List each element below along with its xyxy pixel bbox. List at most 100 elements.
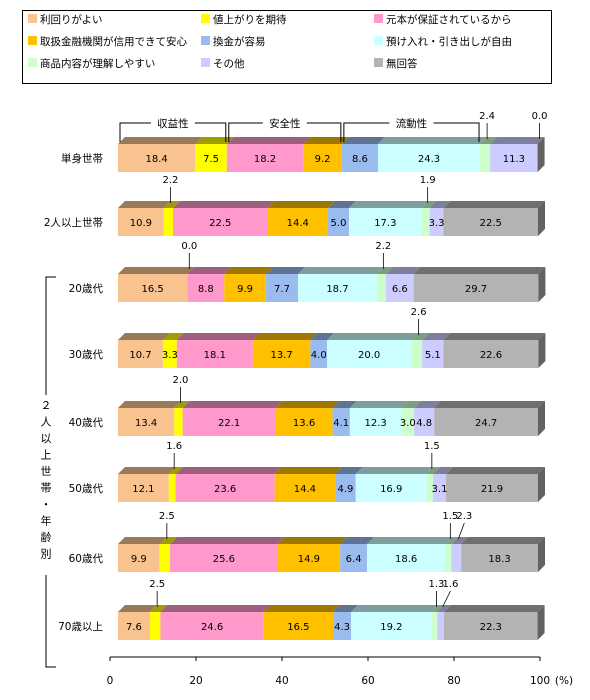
bar-segment-top xyxy=(265,267,306,274)
data-label: 1.5 xyxy=(424,441,440,452)
bar-segment xyxy=(351,612,432,640)
leader-line xyxy=(457,522,465,540)
data-label: 1.6 xyxy=(166,441,182,452)
bar-segment xyxy=(349,408,402,436)
bar-segment-top xyxy=(451,537,469,544)
bar-segment xyxy=(429,208,444,236)
category-label: 70歳以上 xyxy=(58,621,103,633)
category-label: 単身世帯 xyxy=(61,152,103,165)
x-axis-unit: (%) xyxy=(555,675,573,687)
data-label: 22.5 xyxy=(209,218,231,229)
bar-side xyxy=(538,537,545,572)
data-label: 7.6 xyxy=(126,622,142,633)
data-label: 22.6 xyxy=(480,350,502,361)
bar-segment-top xyxy=(340,537,375,544)
bar-segment-top xyxy=(434,401,545,408)
bar-side xyxy=(538,333,546,368)
data-label: 22.5 xyxy=(480,218,502,229)
bar-segment-top xyxy=(351,605,439,612)
data-label: 23.6 xyxy=(214,484,236,495)
bar-side xyxy=(538,467,545,502)
bar-segment xyxy=(168,474,176,502)
data-label: 17.3 xyxy=(374,218,396,229)
bar-segment xyxy=(422,340,444,368)
bar-segment xyxy=(267,208,328,236)
bar-segment xyxy=(176,340,253,368)
legend-label: 無回答 xyxy=(386,57,418,70)
legend-label: その他 xyxy=(213,57,245,70)
bar-segment xyxy=(298,274,377,302)
data-label: 22.1 xyxy=(218,418,240,429)
bar-segment-top xyxy=(422,333,451,340)
bar-segment xyxy=(175,474,275,502)
bar-side xyxy=(537,605,545,640)
data-label: 9.9 xyxy=(237,284,253,295)
bar-segment-top xyxy=(349,201,429,208)
bar-segment-top xyxy=(413,267,546,274)
data-label: 5.1 xyxy=(425,350,441,361)
bar-segment xyxy=(451,544,462,572)
group-label: 安全性 xyxy=(269,117,301,130)
bar-segment-top xyxy=(310,333,335,340)
legend-swatch xyxy=(28,58,37,67)
data-label: 18.1 xyxy=(204,350,226,361)
bar-segment xyxy=(263,612,334,640)
x-tick-label: 60 xyxy=(361,675,374,687)
bar-segment-top xyxy=(275,401,340,408)
side-label-char: ・ xyxy=(41,498,52,511)
data-label: 18.6 xyxy=(395,554,417,565)
bar-segment xyxy=(265,274,299,302)
legend-box xyxy=(22,10,552,84)
bar-segment-top xyxy=(429,201,451,208)
bar-segment-top xyxy=(367,537,453,544)
bar-segment xyxy=(118,612,150,640)
bar-segment xyxy=(118,340,163,368)
bar-segment-top xyxy=(480,137,498,144)
bar-segment xyxy=(118,408,175,436)
bar-segment-top xyxy=(327,333,419,340)
data-label: 2.4 xyxy=(479,111,495,122)
side-label-char: 以 xyxy=(41,432,52,445)
data-label: 20.0 xyxy=(358,350,380,361)
bar-segment-top xyxy=(226,137,311,144)
category-label: 40歳代 xyxy=(69,417,104,429)
data-label: 0.0 xyxy=(532,111,548,122)
data-label: 14.9 xyxy=(298,554,320,565)
bar-segment xyxy=(340,544,368,572)
bar-segment-top xyxy=(118,537,167,544)
bar-segment-top xyxy=(175,467,282,474)
bar-segment xyxy=(187,274,225,302)
bar-segment-top xyxy=(118,137,203,144)
data-label: 24.6 xyxy=(201,622,223,633)
bar-segment-top xyxy=(176,333,260,340)
data-label: 24.7 xyxy=(475,418,497,429)
bar-segment-top xyxy=(411,333,430,340)
bar-segment-top xyxy=(224,267,273,274)
data-label: 13.4 xyxy=(135,418,157,429)
data-label: 8.6 xyxy=(352,154,368,165)
bar-segment-top xyxy=(274,467,343,474)
bar-segment xyxy=(226,144,304,172)
data-label: 18.7 xyxy=(326,284,348,295)
data-label: 14.4 xyxy=(287,218,309,229)
side-label-char: 年 xyxy=(41,514,52,528)
bar-segment-top xyxy=(187,267,232,274)
legend-swatch xyxy=(374,58,383,67)
data-label: 12.3 xyxy=(365,418,387,429)
bar-segment xyxy=(443,612,538,640)
data-label: 2.3 xyxy=(456,511,472,522)
bar-segment-top xyxy=(333,605,359,612)
data-label: 9.9 xyxy=(131,554,147,565)
data-label: 12.1 xyxy=(132,484,154,495)
data-label: 16.5 xyxy=(287,622,309,633)
bar-segment xyxy=(277,544,341,572)
data-label: 2.2 xyxy=(375,241,391,252)
data-label: 10.7 xyxy=(129,350,151,361)
data-label: 4.8 xyxy=(416,418,432,429)
bar-segment-top xyxy=(252,333,318,340)
side-label-char: 別 xyxy=(41,548,52,561)
bar-segment-top xyxy=(328,201,356,208)
legend-swatch xyxy=(28,14,37,23)
bar-segment xyxy=(162,340,177,368)
